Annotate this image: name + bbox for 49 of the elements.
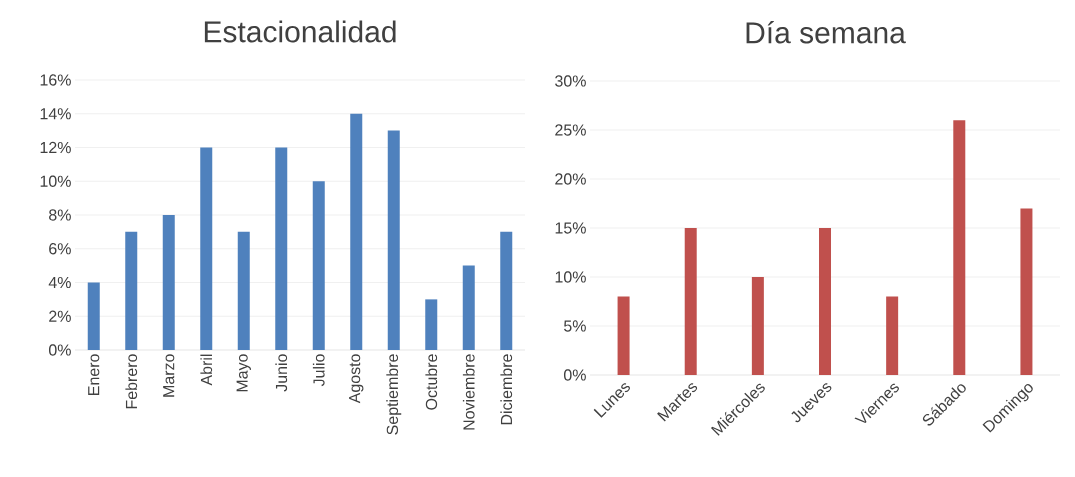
bar [87, 282, 100, 350]
bar [387, 130, 400, 350]
y-tick-label: 10% [40, 175, 71, 187]
bar [500, 231, 513, 350]
bar [275, 147, 288, 350]
y-tick-label: 12% [40, 141, 71, 154]
bar [162, 215, 175, 350]
y-tick-label: 30% [555, 75, 586, 87]
y-tick-label: 25% [555, 124, 586, 136]
x-tick-label: Noviembre [462, 354, 475, 430]
bar [462, 265, 475, 350]
x-tick-label: Enero [88, 354, 100, 395]
y-tick-label: 0% [48, 344, 71, 356]
y-tick-label: 16% [40, 74, 71, 86]
y-tick-label: 20% [555, 173, 586, 185]
y-tick-label: 15% [555, 222, 586, 234]
chart-title: Día semana [746, 21, 906, 44]
x-tick-label: Febrero [125, 354, 138, 409]
x-tick-label: Diciembre [500, 354, 513, 425]
x-tick-label: Mayo [236, 354, 251, 392]
bar [953, 120, 966, 375]
y-tick-label: 5% [563, 320, 586, 332]
x-tick-label: Julio [312, 354, 325, 387]
bar [237, 231, 250, 350]
bar [350, 113, 363, 350]
chart-title: Estacionalidad [204, 20, 396, 43]
x-tick-label: Septiembre [386, 354, 402, 435]
bar [886, 296, 899, 375]
x-tick-label: Abril [200, 354, 213, 386]
y-tick-label: 4% [48, 276, 71, 289]
bar [125, 231, 138, 350]
bar [200, 147, 213, 350]
x-tick-label: Octubre [425, 354, 438, 410]
y-tick-label: 10% [555, 271, 586, 283]
bar [819, 228, 832, 375]
bar [751, 277, 764, 375]
y-tick-label: 0% [563, 369, 586, 381]
bar [1020, 208, 1033, 375]
x-tick-label: Junio [275, 354, 288, 392]
y-tick-label: 2% [49, 310, 71, 322]
y-tick-label: 6% [49, 243, 71, 255]
bar [312, 181, 325, 350]
x-tick-label: Agosto [349, 354, 364, 404]
y-tick-label: 8% [49, 209, 71, 221]
bar [617, 296, 630, 375]
x-tick-label: Marzo [163, 354, 175, 397]
bar [425, 299, 438, 350]
y-tick-label: 14% [40, 108, 71, 120]
bar [684, 228, 697, 375]
